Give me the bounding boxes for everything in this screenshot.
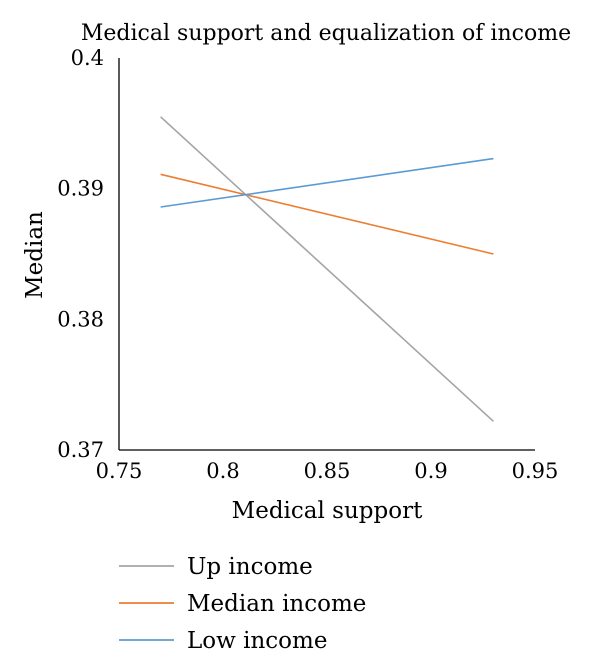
x-tick-label: 0.75 — [96, 459, 143, 483]
y-tick-label: 0.37 — [57, 438, 104, 462]
y-tick-labels: 0.37 0.38 0.39 0.4 — [57, 46, 104, 462]
y-tick-label: 0.38 — [57, 307, 104, 331]
chart-title: Medical support and equalization of inco… — [81, 21, 571, 46]
series-line-2 — [160, 173, 494, 255]
legend: Up income Median income Low income — [119, 554, 366, 654]
x-tick-labels: 0.75 0.8 0.85 0.9 0.95 — [96, 459, 559, 483]
y-axis-label: Median — [22, 211, 48, 299]
x-tick-label: 0.95 — [512, 459, 559, 483]
series-line-3 — [160, 157, 494, 208]
legend-label: Median income — [187, 591, 366, 617]
series-line-1 — [160, 116, 494, 422]
legend-label: Low income — [187, 628, 327, 654]
x-tick-label: 0.8 — [206, 459, 239, 483]
x-axis-label: Medical support — [232, 498, 423, 524]
legend-label: Up income — [187, 554, 313, 580]
y-tick-label: 0.39 — [57, 177, 104, 201]
x-tick-label: 0.9 — [414, 459, 447, 483]
x-tick-label: 0.85 — [304, 459, 351, 483]
y-tick-label: 0.4 — [71, 46, 104, 70]
series-lines — [160, 116, 494, 422]
